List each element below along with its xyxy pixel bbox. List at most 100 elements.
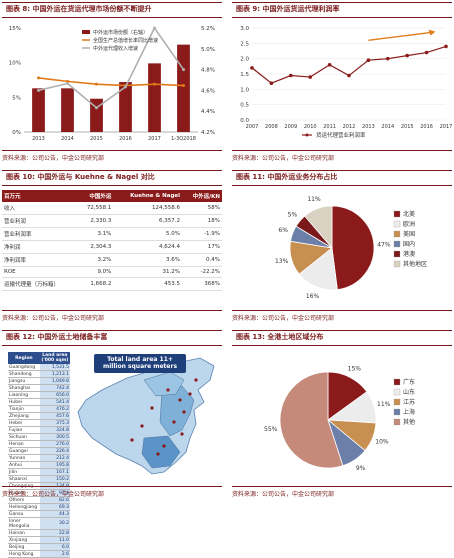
region-row: Shaanxi 150.2 bbox=[8, 475, 70, 483]
table-cell: 18% bbox=[182, 214, 222, 228]
region-area: 2.6 bbox=[39, 550, 70, 558]
region-name: Hubei bbox=[8, 398, 40, 406]
legend-swatch bbox=[393, 220, 401, 228]
y-tick-label: 0.0 bbox=[240, 118, 249, 124]
margin-point bbox=[327, 63, 332, 67]
series-point bbox=[95, 106, 98, 110]
legend-label: 美国 bbox=[403, 230, 415, 238]
legend-label: 港澳 bbox=[403, 250, 415, 258]
region-area: 226.4 bbox=[39, 447, 70, 455]
legend-label: 北美 bbox=[403, 210, 415, 218]
region-row: Gansu 44.3 bbox=[8, 510, 70, 518]
region-name: Hebei bbox=[8, 419, 40, 427]
table-cell: 6,357.2 bbox=[113, 214, 183, 228]
table-cell: 0.4% bbox=[182, 253, 222, 267]
region-name: Fujian bbox=[8, 426, 40, 434]
map-marker bbox=[180, 432, 184, 436]
map-marker bbox=[182, 410, 186, 414]
y-tick-label: 1.0 bbox=[240, 87, 249, 93]
margin-point bbox=[308, 75, 312, 79]
margin-point bbox=[250, 66, 254, 70]
table-cell: 17% bbox=[182, 240, 222, 254]
region-header-cell: Region bbox=[8, 352, 40, 364]
legend-label: 江苏 bbox=[403, 398, 415, 406]
margin-point bbox=[269, 81, 274, 85]
region-name: Jilin bbox=[8, 468, 40, 476]
x-tick-label: 2011 bbox=[323, 124, 336, 130]
region-area: 30.2 bbox=[39, 517, 70, 530]
region-area: 1,049.8 bbox=[39, 377, 70, 385]
margin-point bbox=[289, 73, 293, 78]
region-row: Hebei 375.3 bbox=[8, 419, 70, 427]
series-point bbox=[182, 68, 185, 72]
region-area: 1,213.1 bbox=[39, 370, 70, 378]
y-right-tick-label: 5.2% bbox=[201, 26, 215, 32]
legend-swatch bbox=[393, 388, 401, 396]
table-cell: 收入 bbox=[2, 202, 78, 215]
x-tick-label: 2016 bbox=[420, 124, 433, 130]
table-cell: 31.2% bbox=[113, 266, 183, 278]
table-cell: 9.0% bbox=[77, 266, 114, 278]
region-area: 22.8 bbox=[39, 529, 70, 537]
legend-label: 中外运市场份额（右轴） bbox=[93, 29, 148, 36]
region-name: Hainan bbox=[8, 529, 40, 537]
table-cell: 营业利润 bbox=[2, 214, 78, 228]
region-name: Shanghai bbox=[8, 384, 40, 392]
y-left-tick-label: 5% bbox=[12, 95, 21, 101]
y-right-tick-label: 4.2% bbox=[201, 130, 215, 136]
region-area: 6.0 bbox=[39, 543, 70, 551]
region-area: 44.3 bbox=[39, 510, 70, 518]
table-cell: 2,330.3 bbox=[77, 214, 114, 228]
pie-slice bbox=[331, 205, 375, 291]
map-marker bbox=[130, 438, 134, 442]
legend-swatch bbox=[393, 230, 401, 238]
x-tick-label: 2009 bbox=[284, 124, 297, 130]
legend-label: 其他 bbox=[403, 418, 415, 426]
legend-swatch bbox=[393, 408, 401, 416]
table-row: 净利润率 3.2% 3.6% 0.4% bbox=[2, 253, 222, 267]
region-row: Sichuan 300.5 bbox=[8, 433, 70, 441]
x-tick-label: 2017 bbox=[440, 124, 452, 130]
region-area: 276.0 bbox=[39, 440, 70, 448]
comparison-table-body: 收入 72,558.1 124,558.6 58% 营业利润 2,330.3 6,357.2… bbox=[2, 202, 222, 291]
figure-10: 图表 10: 中国外运与 Kuehne & Nagel 对比 百万元 中国外运 … bbox=[2, 170, 222, 322]
pie-value-label: 11% bbox=[377, 401, 391, 408]
margin-point bbox=[444, 44, 448, 49]
region-area: 375.3 bbox=[39, 419, 70, 427]
series-line bbox=[38, 77, 184, 87]
figure-8-chart: 0% 5% 10% 15% 4.2% 4.4% 4.6% 4.8% 5.0% 5.2% 2013 20… bbox=[9, 26, 215, 142]
series-point bbox=[66, 81, 69, 85]
region-row: Zhejiang 457.6 bbox=[8, 412, 70, 420]
x-tick-label: 2012 bbox=[343, 124, 356, 130]
pie-value-label: 6% bbox=[278, 227, 288, 234]
figure-10-caption: 图表 10: 中国外运与 Kuehne & Nagel 对比 bbox=[2, 170, 222, 186]
table-cell: 1,668.2 bbox=[77, 277, 114, 291]
y-right-tick-label: 5.0% bbox=[201, 47, 215, 53]
trend-arrow-head bbox=[428, 29, 436, 36]
figure-9-caption: 图表 9: 中国外运货运代理利润率 bbox=[232, 2, 452, 18]
x-tick-label: 2017 bbox=[148, 136, 161, 142]
figure-12: 图表 12: 中国外运土地储备丰富 Region Land area ('000… bbox=[2, 330, 222, 558]
legend-swatch bbox=[393, 260, 401, 268]
legend-label: 全国生产总值增长率同比增速 bbox=[93, 37, 158, 44]
land-area-banner: Total land area 11+ million square meter… bbox=[94, 354, 186, 374]
comparison-table: 百万元 中国外运 Kuehne & Nagel 中外运/KN 收入 72,558.… bbox=[2, 190, 222, 291]
table-cell: ROE bbox=[2, 266, 78, 278]
region-table-header: Region Land area ('000 sqm) bbox=[8, 352, 70, 364]
region-name: Inner Mongolia bbox=[8, 517, 40, 530]
y-right-tick-label: 4.6% bbox=[201, 88, 215, 94]
china-map bbox=[77, 357, 215, 475]
table-cell: 72,558.1 bbox=[77, 202, 114, 215]
map-region-north bbox=[143, 371, 185, 397]
legend-label: 中外运代理收入增速 bbox=[93, 45, 138, 52]
legend-label: 国内 bbox=[403, 240, 415, 248]
series-point bbox=[153, 26, 156, 30]
legend-swatch bbox=[82, 30, 90, 34]
y-left-tick-label: 10% bbox=[9, 61, 21, 67]
region-name: Yunnan bbox=[8, 454, 40, 462]
figure-9-chart: 0.0 0.5 1.0 1.5 2.0 2.5 3.0 2007 2008 2009 2010 201… bbox=[240, 26, 452, 139]
bar-market-share bbox=[148, 63, 161, 132]
x-tick-label: 2014 bbox=[381, 124, 394, 130]
